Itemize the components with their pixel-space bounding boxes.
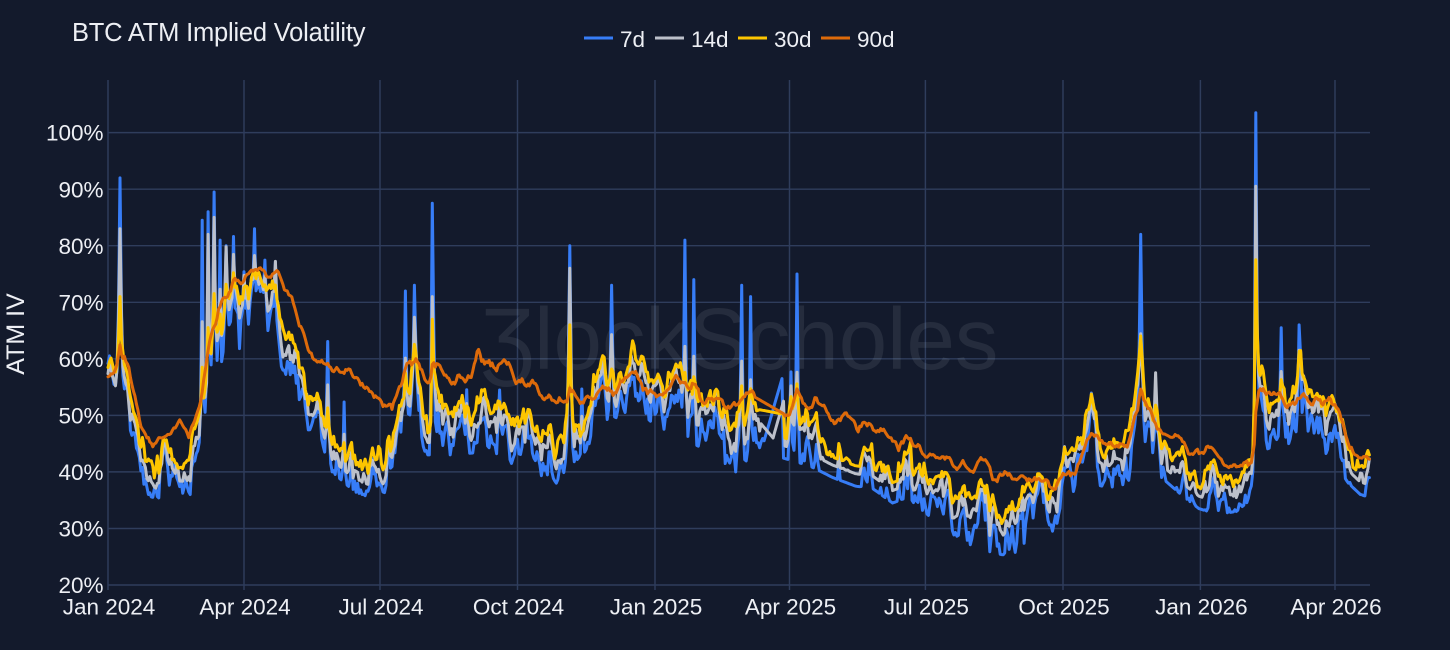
svg-text:Jan 2024: Jan 2024: [63, 595, 156, 620]
svg-text:80%: 80%: [58, 234, 103, 259]
svg-text:100%: 100%: [46, 121, 104, 146]
svg-text:60%: 60%: [58, 347, 103, 372]
svg-text:7d: 7d: [620, 27, 645, 52]
svg-text:70%: 70%: [58, 290, 103, 315]
svg-text:Oct 2024: Oct 2024: [473, 595, 564, 620]
svg-text:Oct 2025: Oct 2025: [1018, 595, 1109, 620]
svg-text:30d: 30d: [774, 27, 812, 52]
svg-text:ATM IV: ATM IV: [2, 293, 30, 375]
svg-text:90%: 90%: [58, 177, 103, 202]
svg-text:Jan 2026: Jan 2026: [1155, 595, 1248, 620]
svg-text:Jul 2024: Jul 2024: [338, 595, 423, 620]
svg-text:Apr 2026: Apr 2026: [1290, 595, 1381, 620]
svg-text:Apr 2024: Apr 2024: [199, 595, 290, 620]
svg-text:Apr 2025: Apr 2025: [745, 595, 836, 620]
svg-text:90d: 90d: [857, 27, 895, 52]
svg-text:14d: 14d: [691, 27, 729, 52]
svg-text:BTC ATM Implied Volatility: BTC ATM Implied Volatility: [72, 19, 366, 47]
svg-text:50%: 50%: [58, 404, 103, 429]
svg-text:20%: 20%: [58, 573, 103, 598]
svg-text:Jan 2025: Jan 2025: [610, 595, 703, 620]
svg-text:40%: 40%: [58, 460, 103, 485]
svg-text:Jul 2025: Jul 2025: [884, 595, 969, 620]
svg-text:30%: 30%: [58, 517, 103, 542]
